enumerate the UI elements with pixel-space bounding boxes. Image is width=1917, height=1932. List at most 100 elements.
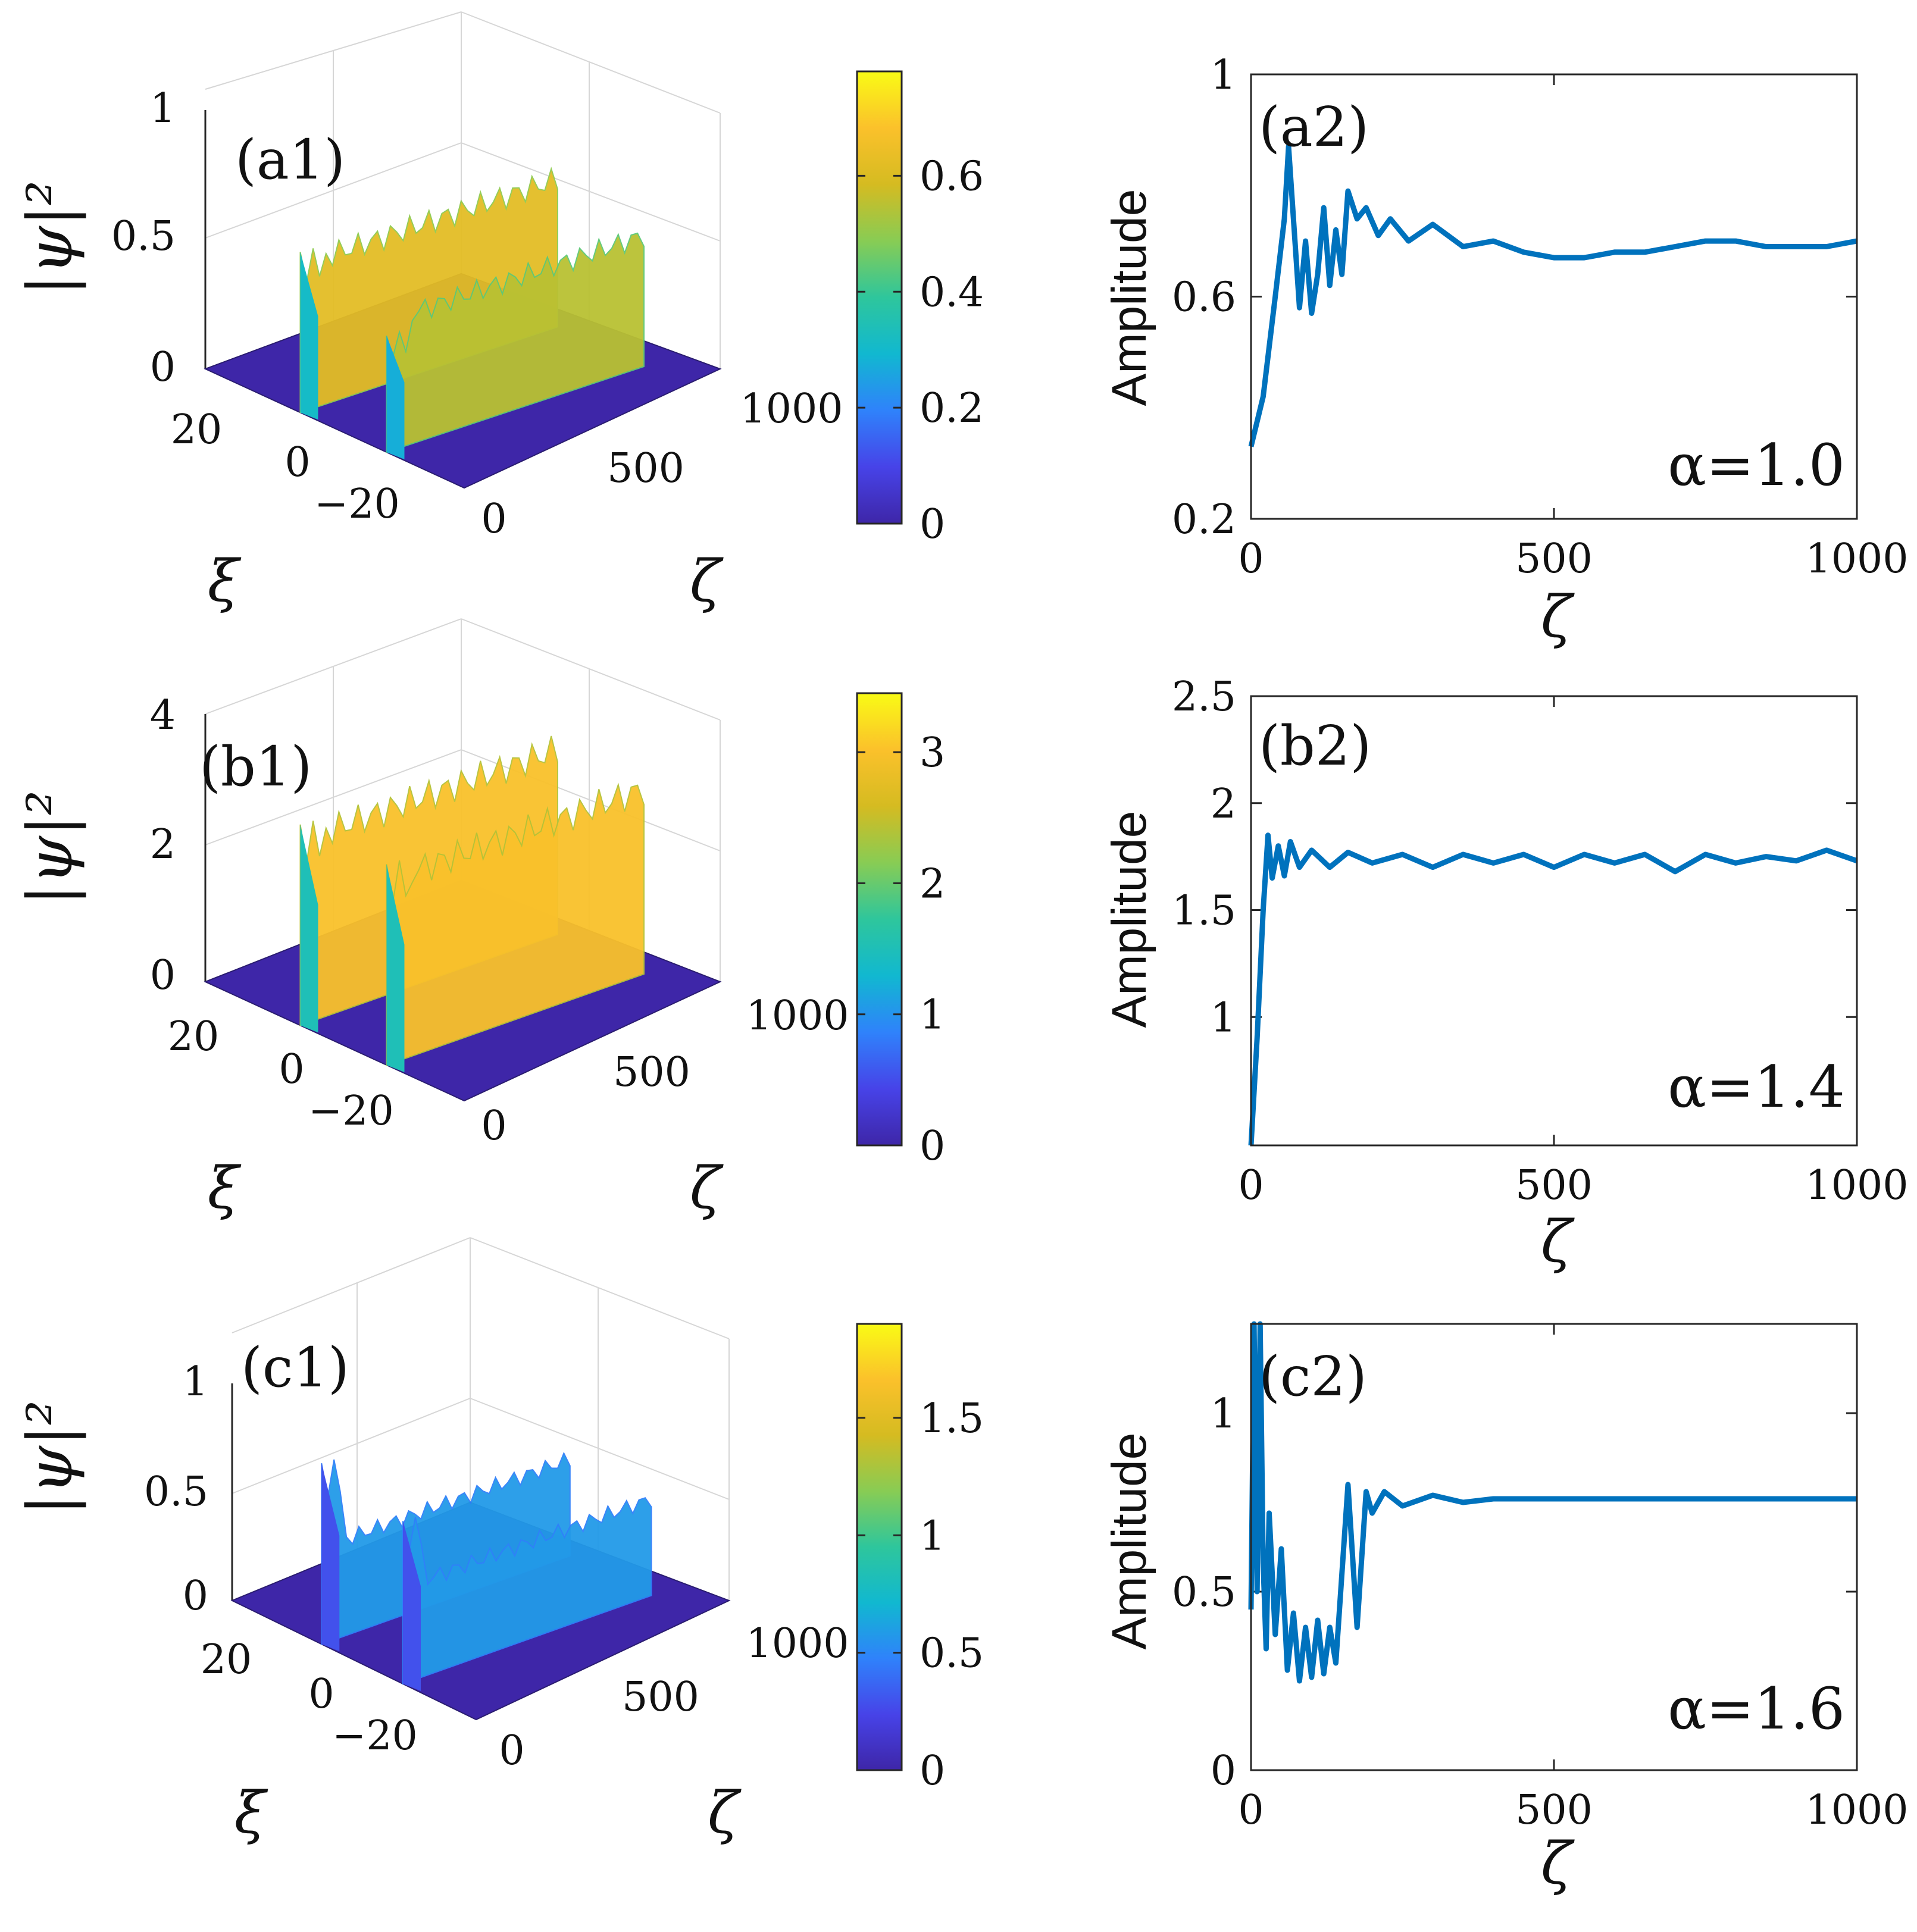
alpha-annotation: α=1.0 <box>1668 432 1845 499</box>
colorbar-tick-label: 0 <box>920 501 945 548</box>
xtick-1: 0 <box>284 439 310 486</box>
surface-ridge-face <box>386 864 405 1072</box>
ytick-label: 1 <box>1211 1391 1236 1438</box>
line-plot-b2: 0 500 1000 1 1.5 2 2.5 Amplitude ζ (b2) α=1.4 <box>1102 674 1909 1275</box>
xtick-0: 20 <box>168 1013 220 1060</box>
surface-ridge-face <box>321 1463 340 1652</box>
amplitude-curve <box>1248 832 1858 1146</box>
colorbar-tick-label: 1.5 <box>920 1395 984 1442</box>
ytick-1: 500 <box>622 1674 699 1721</box>
ytick-1: 500 <box>613 1049 690 1096</box>
xlabel: ζ <box>1541 584 1575 650</box>
xtick-1: 0 <box>279 1046 304 1093</box>
colorbar: 0 0.5 1 1.5 <box>856 1323 984 1795</box>
ytick-label: 1 <box>1211 994 1236 1041</box>
ztick-2: 4 <box>150 692 176 739</box>
xtick-label: 0 <box>1238 1162 1264 1209</box>
colorbar-tick-label: 3 <box>920 729 945 776</box>
zlabel: |ψ|² <box>14 180 86 295</box>
line-plot-a2: 0 500 1000 0.2 0.6 1 Amplitude ζ (a2) α=1.0 <box>1102 52 1909 650</box>
xlabel: ξ <box>208 1155 242 1222</box>
xtick-0: 20 <box>201 1636 252 1683</box>
surface <box>204 167 722 489</box>
xtick-2: −20 <box>332 1712 418 1759</box>
xtick-0: 20 <box>171 406 223 453</box>
panel-label: (a1) <box>235 128 345 192</box>
colorbar-tick-label: 0.2 <box>920 385 984 432</box>
ytick-0: 0 <box>481 1103 506 1150</box>
ytick-2: 1000 <box>746 992 849 1039</box>
xtick-2: −20 <box>314 481 400 528</box>
ytick-label: 0.2 <box>1172 496 1236 543</box>
ytick-label: 1.5 <box>1172 888 1236 935</box>
ylabel: ζ <box>690 1155 724 1222</box>
ylabel: Amplitude <box>1102 1433 1156 1650</box>
ytick-0: 0 <box>481 496 506 543</box>
alpha-annotation: α=1.4 <box>1668 1054 1845 1120</box>
ytick-0: 0 <box>499 1727 524 1774</box>
ztick-1: 0.5 <box>144 1468 208 1515</box>
xtick-label: 0 <box>1238 1787 1264 1834</box>
panel-label: (c1) <box>241 1336 349 1399</box>
xtick-label: 500 <box>1515 1162 1593 1209</box>
xlabel: ζ <box>1541 1208 1575 1275</box>
surface-plot-c1: 1 0.5 0 20 0 −20 0 500 1000 ξ ζ |ψ|² (c1… <box>14 1237 984 1846</box>
xtick-1: 0 <box>308 1671 334 1718</box>
ytick-label: 0.6 <box>1172 274 1236 321</box>
surface-ridge-face <box>403 1521 421 1691</box>
colorbar-tick-label: 1 <box>920 992 945 1039</box>
ylabel: Amplitude <box>1102 811 1156 1028</box>
colorbar-tick-label: 2 <box>920 860 945 907</box>
panel-label: (b1) <box>199 735 312 799</box>
surface <box>204 735 722 1102</box>
xtick-label: 500 <box>1515 1787 1593 1834</box>
ytick-label: 1 <box>1211 52 1236 99</box>
line-plot-c2: 0 500 1000 0 0.5 1 Amplitude ζ (c2) α=1.6 <box>1102 1321 1909 1897</box>
colorbar-tick-label: 0.5 <box>920 1630 984 1677</box>
surface-plot-b1: 4 2 0 20 0 −20 0 500 1000 ξ ζ |ψ|² (b1) … <box>14 618 945 1222</box>
surface-ridge-face <box>386 336 405 459</box>
ylabel: ζ <box>708 1780 742 1846</box>
ztick-0: 0 <box>183 1573 208 1620</box>
ytick-2: 1000 <box>740 386 843 433</box>
colorbar-tick-label: 0 <box>920 1748 945 1795</box>
xlabel: ζ <box>1541 1830 1575 1897</box>
colorbar: 0 0.2 0.4 0.6 <box>856 70 984 548</box>
surface-ridge <box>386 232 645 453</box>
surface-ridge <box>321 1451 571 1645</box>
xlabel: ξ <box>208 548 242 615</box>
ztick-1: 2 <box>150 821 176 868</box>
ytick-label: 2.5 <box>1172 674 1236 721</box>
colorbar-tick-label: 1 <box>920 1513 945 1560</box>
axes-labels: 1 0.5 0 20 0 −20 0 500 1000 ξ ζ |ψ|² (a1… <box>14 85 843 615</box>
colorbar-tick-label: 0.4 <box>920 269 984 316</box>
panel-label: (c2) <box>1259 1345 1367 1408</box>
axes-labels: 4 2 0 20 0 −20 0 500 1000 ξ ζ |ψ|² (b1) <box>14 692 849 1222</box>
surface-ridge <box>299 167 558 414</box>
surface-ridge-face <box>300 252 318 420</box>
surface <box>230 1451 731 1721</box>
xtick-label: 1000 <box>1805 1787 1908 1834</box>
colorbar: 0 1 2 3 <box>856 692 945 1170</box>
ytick-2: 1000 <box>746 1620 849 1667</box>
ylabel: Amplitude <box>1102 189 1156 406</box>
alpha-annotation: α=1.6 <box>1668 1676 1845 1742</box>
ytick-label: 0 <box>1211 1748 1236 1795</box>
ztick-2: 1 <box>150 85 176 132</box>
xtick-label: 0 <box>1238 536 1264 583</box>
zlabel: |ψ|² <box>14 1400 86 1515</box>
ztick-0: 0 <box>150 952 176 999</box>
xtick-label: 1000 <box>1805 1162 1908 1209</box>
colorbar-tick-label: 0 <box>920 1123 945 1170</box>
colorbar-tick-label: 0.6 <box>920 153 984 200</box>
xlabel: ξ <box>234 1780 268 1846</box>
ylabel: ζ <box>690 548 724 615</box>
surface-ridge-face <box>300 824 318 1033</box>
ztick-2: 1 <box>183 1358 208 1405</box>
ytick-label: 0.5 <box>1172 1569 1236 1616</box>
panel-label: (b2) <box>1259 714 1371 778</box>
ztick-1: 0.5 <box>111 213 176 260</box>
xtick-label: 500 <box>1515 536 1593 583</box>
xtick-label: 1000 <box>1805 536 1908 583</box>
